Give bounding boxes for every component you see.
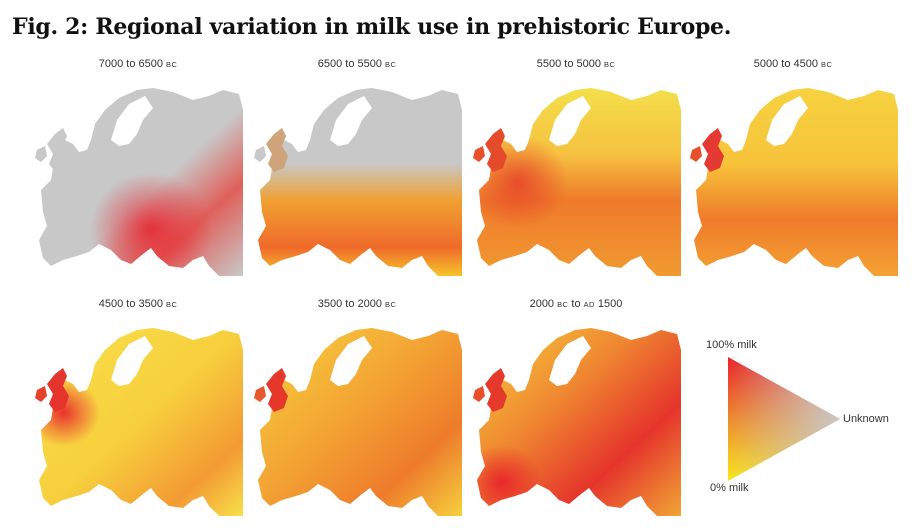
panel-label: 5000 to 4500 BC	[753, 58, 833, 70]
panel-label: 5500 to 5000 BC	[536, 58, 616, 70]
map-panel-3500-2000-bc: 3500 to 2000 BC	[252, 298, 462, 518]
legend-label-none: 0% milk	[710, 482, 749, 494]
figure-title: Fig. 2: Regional variation in milk use i…	[12, 14, 732, 40]
legend-label-unknown: Unknown	[843, 413, 889, 425]
europe-map	[35, 328, 243, 516]
europe-map	[473, 328, 681, 516]
europe-map	[254, 88, 462, 276]
panel-label: 4500 to 3500 BC	[98, 298, 178, 310]
map-panel-5000-4500-bc: 5000 to 4500 BC	[688, 58, 898, 278]
legend-color-triangle	[728, 357, 840, 481]
panel-label: 3500 to 2000 BC	[317, 298, 397, 310]
map-panel-2000-bc-to-ad-1500: 2000 BC to AD 1500	[471, 298, 681, 518]
europe-map	[690, 88, 898, 276]
europe-map	[35, 88, 243, 276]
panel-label: 6500 to 5500 BC	[317, 58, 397, 70]
map-panel-6500-5500-bc: 6500 to 5500 BC	[252, 58, 462, 278]
panel-label: 2000 BC to AD 1500	[529, 298, 623, 310]
panel-label: 7000 to 6500 BC	[98, 58, 178, 70]
map-panel-7000-6500-bc: 7000 to 6500 BC	[33, 58, 243, 278]
europe-map	[473, 88, 681, 276]
europe-map	[254, 328, 462, 516]
map-panel-5500-5000-bc: 5500 to 5000 BC	[471, 58, 681, 278]
legend-label-full: 100% milk	[706, 339, 757, 351]
legend: 100% milk Unknown 0% milk	[690, 335, 900, 505]
map-panel-4500-3500-bc: 4500 to 3500 BC	[33, 298, 243, 518]
